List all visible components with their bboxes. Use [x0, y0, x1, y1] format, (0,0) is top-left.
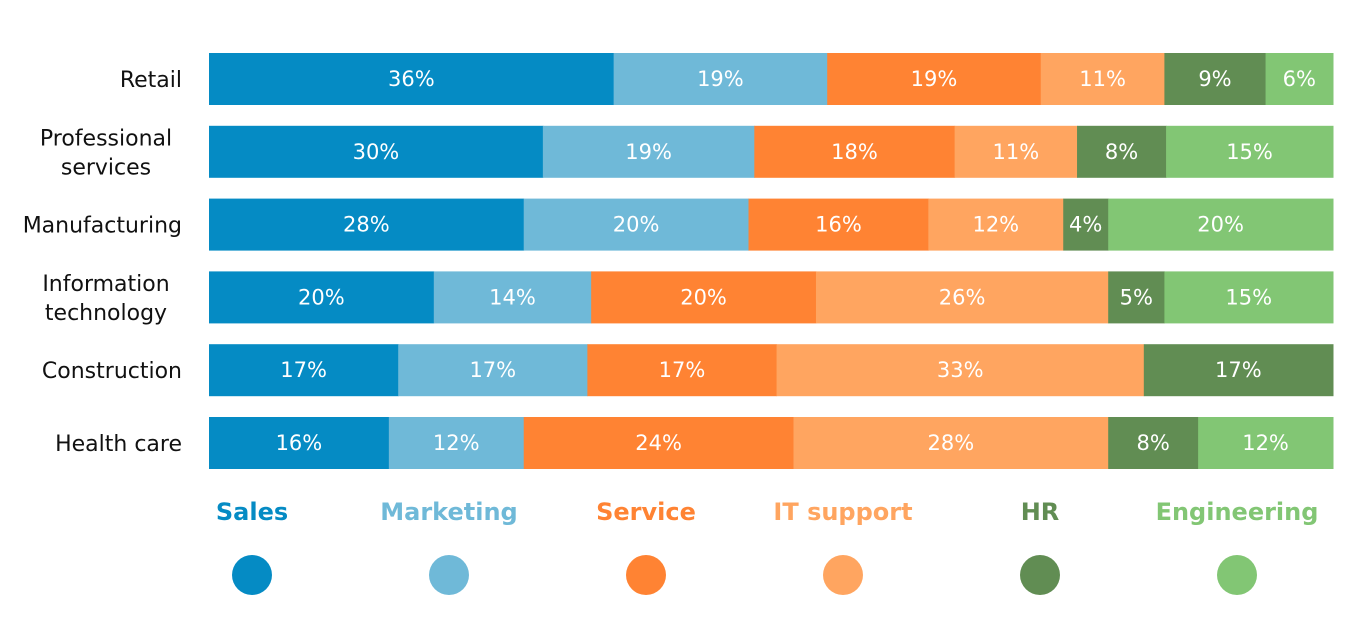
- legend-label-marketing: Marketing: [380, 498, 517, 526]
- data-label-information-technology-service: 20%: [680, 285, 727, 309]
- bar-segment-information-technology-sales: [209, 271, 435, 324]
- data-label-information-technology-marketing: 14%: [489, 285, 536, 309]
- bar-segment-health-care-sales: [209, 417, 390, 469]
- bar-segment-health-care-it-support: [793, 417, 1109, 469]
- bar-segment-health-care-hr: [1108, 417, 1199, 469]
- category-label-construction: Construction: [42, 359, 182, 384]
- data-label-health-care-it-support: 28%: [927, 431, 974, 455]
- data-label-health-care-marketing: 12%: [433, 431, 480, 455]
- bar-segment-manufacturing-service: [748, 198, 929, 251]
- legend-marker-it-support: [823, 555, 863, 595]
- bar-segment-professional-services-sales: [209, 125, 544, 178]
- legend-label-engineering: Engineering: [1156, 498, 1319, 526]
- data-label-retail-it-support: 11%: [1079, 67, 1126, 91]
- data-label-construction-sales: 17%: [280, 358, 327, 382]
- bar-segment-construction-hr: [1143, 344, 1334, 397]
- bar-segment-information-technology-hr: [1108, 271, 1165, 324]
- bar-segment-information-technology-marketing: [433, 271, 592, 324]
- data-label-retail-marketing: 19%: [697, 67, 744, 91]
- legend-marker-sales: [232, 555, 272, 595]
- category-label-information-technology: Information technology: [42, 272, 169, 326]
- bar-segment-manufacturing-it-support: [928, 198, 1064, 251]
- category-label-retail: Retail: [120, 68, 182, 93]
- legend: Sales Marketing Service IT support HR Enginee…: [216, 498, 1319, 595]
- bar-segment-information-technology-service: [591, 271, 817, 324]
- data-label-information-technology-engineering: 15%: [1225, 285, 1272, 309]
- data-label-health-care-hr: 8%: [1136, 431, 1169, 455]
- data-label-retail-service: 19%: [911, 67, 958, 91]
- bar-segment-health-care-marketing: [388, 417, 525, 469]
- data-label-health-care-sales: 16%: [276, 431, 323, 455]
- bar-segment-retail-engineering: [1265, 53, 1334, 105]
- bar-segment-health-care-engineering: [1198, 417, 1334, 469]
- data-label-retail-sales: 36%: [388, 67, 435, 91]
- bars-group: 36% 19% 19% 11% 9% 6% 30% 19% 18% 11% 8% 15% 28% 20% 1…: [209, 53, 1334, 469]
- data-label-manufacturing-engineering: 20%: [1197, 213, 1244, 237]
- bar-segment-manufacturing-sales: [209, 198, 525, 251]
- data-label-professional-services-marketing: 19%: [625, 140, 672, 164]
- bar-segment-professional-services-service: [754, 125, 956, 178]
- bar-segment-retail-it-support: [1040, 53, 1165, 105]
- legend-marker-service: [626, 555, 666, 595]
- bar-segment-retail-sales: [209, 53, 615, 105]
- category-label-manufacturing: Manufacturing: [23, 214, 182, 239]
- bar-segment-construction-service: [587, 344, 778, 397]
- data-label-professional-services-hr: 8%: [1105, 140, 1138, 164]
- data-label-construction-it-support: 33%: [937, 358, 984, 382]
- data-label-health-care-engineering: 12%: [1242, 431, 1289, 455]
- legend-marker-hr: [1020, 555, 1060, 595]
- bar-segment-retail-hr: [1164, 53, 1267, 105]
- data-label-manufacturing-sales: 28%: [343, 213, 390, 237]
- data-label-information-technology-sales: 20%: [298, 285, 345, 309]
- data-label-professional-services-engineering: 15%: [1226, 140, 1273, 164]
- bar-segment-professional-services-hr: [1077, 125, 1167, 178]
- data-label-professional-services-sales: 30%: [353, 140, 400, 164]
- bar-segment-information-technology-engineering: [1164, 271, 1334, 324]
- data-label-information-technology-it-support: 26%: [939, 285, 986, 309]
- bar-segment-manufacturing-hr: [1063, 198, 1109, 251]
- bar-segment-manufacturing-engineering: [1108, 198, 1334, 251]
- legend-label-it-support: IT support: [773, 498, 912, 526]
- bar-segment-professional-services-marketing: [542, 125, 755, 178]
- category-label-health-care: Health care: [55, 432, 182, 457]
- legend-marker-engineering: [1217, 555, 1257, 595]
- bar-segment-professional-services-engineering: [1166, 125, 1334, 178]
- data-label-manufacturing-it-support: 12%: [972, 213, 1019, 237]
- data-label-professional-services-service: 18%: [831, 140, 878, 164]
- bar-segment-information-technology-it-support: [815, 271, 1109, 324]
- data-label-retail-hr: 9%: [1198, 67, 1231, 91]
- legend-label-sales: Sales: [216, 498, 288, 526]
- category-label-professional-services: Professional services: [40, 126, 172, 180]
- legend-label-hr: HR: [1021, 498, 1060, 526]
- bar-segment-retail-service: [827, 53, 1042, 105]
- data-label-retail-engineering: 6%: [1283, 67, 1316, 91]
- data-label-construction-hr: 17%: [1215, 358, 1262, 382]
- bar-segment-retail-marketing: [613, 53, 828, 105]
- category-labels: Retail Professional services Manufacturing I…: [23, 68, 182, 457]
- data-label-construction-marketing: 17%: [469, 358, 516, 382]
- bar-segment-manufacturing-marketing: [523, 198, 750, 251]
- bar-segment-construction-sales: [209, 344, 399, 397]
- data-label-professional-services-it-support: 11%: [992, 140, 1039, 164]
- legend-marker-marketing: [429, 555, 469, 595]
- data-label-health-care-service: 24%: [635, 431, 682, 455]
- bar-segment-health-care-service: [523, 417, 794, 469]
- bar-segment-construction-it-support: [776, 344, 1145, 397]
- data-label-construction-service: 17%: [659, 358, 706, 382]
- bar-segment-construction-marketing: [398, 344, 588, 397]
- data-label-manufacturing-hr: 4%: [1069, 213, 1102, 237]
- data-label-manufacturing-service: 16%: [815, 213, 862, 237]
- bar-segment-professional-services-it-support: [954, 125, 1078, 178]
- legend-label-service: Service: [596, 498, 696, 526]
- data-label-information-technology-hr: 5%: [1120, 285, 1153, 309]
- data-label-manufacturing-marketing: 20%: [613, 213, 660, 237]
